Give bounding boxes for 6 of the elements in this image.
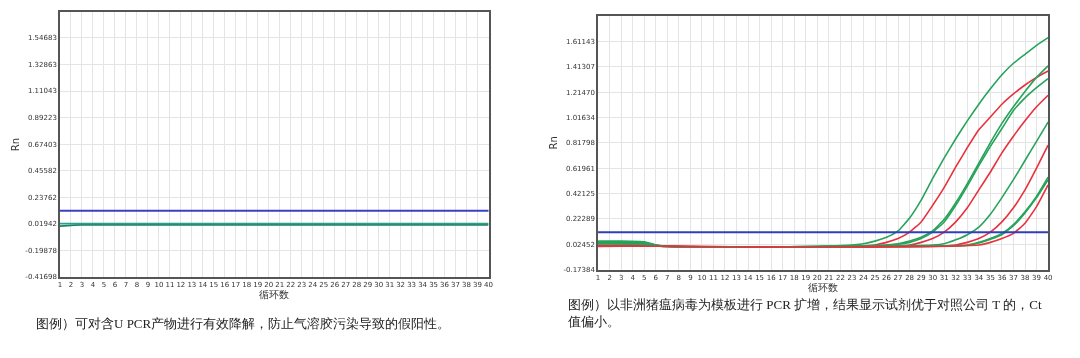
x-axis-title: 循环数 — [259, 288, 290, 300]
text: 图例）可对含U PCR产物进行有效降解，防止气溶胶污染导致的假阳性。 — [36, 316, 451, 331]
y-axis-title: Rn — [9, 137, 21, 152]
text: 图例）以非洲猪瘟病毒为模板进行 PCR 扩增，结果显示试剂优于对照公司 T 的，Ct 值偏小。 — [568, 297, 1042, 329]
y-axis-title: Rn — [547, 136, 559, 150]
x-axis-title: 循环数 — [808, 281, 839, 293]
